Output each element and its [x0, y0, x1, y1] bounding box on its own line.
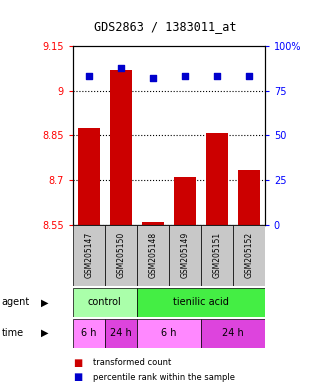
- Text: ▶: ▶: [41, 328, 48, 338]
- Bar: [105, 319, 137, 348]
- Point: [118, 65, 123, 71]
- Text: tienilic acid: tienilic acid: [173, 297, 229, 308]
- Bar: [137, 288, 265, 317]
- Text: GSM205151: GSM205151: [212, 232, 221, 278]
- Bar: [105, 225, 137, 286]
- Bar: [137, 225, 169, 286]
- Text: transformed count: transformed count: [93, 358, 171, 367]
- Text: ■: ■: [73, 358, 82, 368]
- Bar: [174, 177, 196, 225]
- Text: control: control: [88, 297, 122, 308]
- Text: GSM205152: GSM205152: [244, 232, 253, 278]
- Text: agent: agent: [2, 297, 30, 308]
- Text: GSM205149: GSM205149: [180, 232, 189, 278]
- Bar: [201, 319, 265, 348]
- Text: 24 h: 24 h: [110, 328, 132, 338]
- Text: GSM205147: GSM205147: [84, 232, 93, 278]
- Text: ▶: ▶: [41, 297, 48, 308]
- Point: [246, 73, 252, 79]
- Bar: [73, 288, 137, 317]
- Point: [182, 73, 187, 79]
- Bar: [201, 225, 233, 286]
- Bar: [206, 133, 228, 225]
- Text: GSM205150: GSM205150: [116, 232, 125, 278]
- Text: GDS2863 / 1383011_at: GDS2863 / 1383011_at: [94, 20, 237, 33]
- Bar: [110, 70, 132, 225]
- Bar: [169, 225, 201, 286]
- Text: 6 h: 6 h: [161, 328, 176, 338]
- Bar: [78, 128, 100, 225]
- Point: [214, 73, 219, 79]
- Bar: [73, 319, 105, 348]
- Bar: [137, 319, 201, 348]
- Point: [150, 75, 156, 81]
- Text: 6 h: 6 h: [81, 328, 97, 338]
- Text: time: time: [2, 328, 24, 338]
- Bar: [233, 225, 265, 286]
- Point: [86, 73, 91, 79]
- Text: GSM205148: GSM205148: [148, 232, 157, 278]
- Text: 24 h: 24 h: [222, 328, 244, 338]
- Bar: [142, 222, 164, 225]
- Bar: [238, 170, 260, 225]
- Bar: [73, 225, 105, 286]
- Text: percentile rank within the sample: percentile rank within the sample: [93, 372, 235, 382]
- Text: ■: ■: [73, 372, 82, 382]
